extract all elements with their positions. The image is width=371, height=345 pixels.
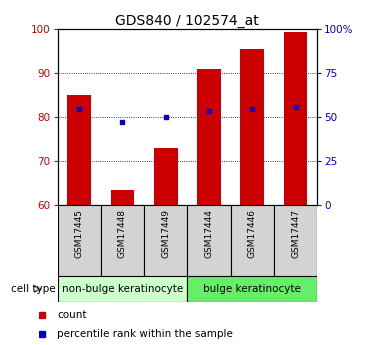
Title: GDS840 / 102574_at: GDS840 / 102574_at (115, 14, 259, 28)
Bar (58, 276, 187, 302)
Text: bulge keratinocyte: bulge keratinocyte (203, 284, 301, 294)
Bar (284, 31, 308, 205)
Bar (111, 190, 134, 205)
Bar (101, 205, 144, 276)
Text: count: count (57, 310, 86, 321)
Text: non-bulge keratinocyte: non-bulge keratinocyte (62, 284, 183, 294)
Bar (240, 49, 264, 205)
Bar (67, 95, 91, 205)
Text: GSM17446: GSM17446 (248, 209, 257, 258)
Bar (144, 205, 187, 276)
Text: cell type: cell type (11, 284, 56, 294)
Bar (197, 69, 221, 205)
Bar (231, 205, 274, 276)
Text: GSM17448: GSM17448 (118, 209, 127, 258)
Text: GSM17445: GSM17445 (75, 209, 83, 258)
Bar (187, 205, 231, 276)
Bar (58, 205, 101, 276)
Text: percentile rank within the sample: percentile rank within the sample (57, 328, 233, 338)
Text: GSM17444: GSM17444 (204, 209, 213, 258)
Bar (154, 148, 178, 205)
Text: GSM17449: GSM17449 (161, 209, 170, 258)
Text: GSM17447: GSM17447 (291, 209, 300, 258)
Bar (187, 276, 317, 302)
Bar (274, 205, 317, 276)
